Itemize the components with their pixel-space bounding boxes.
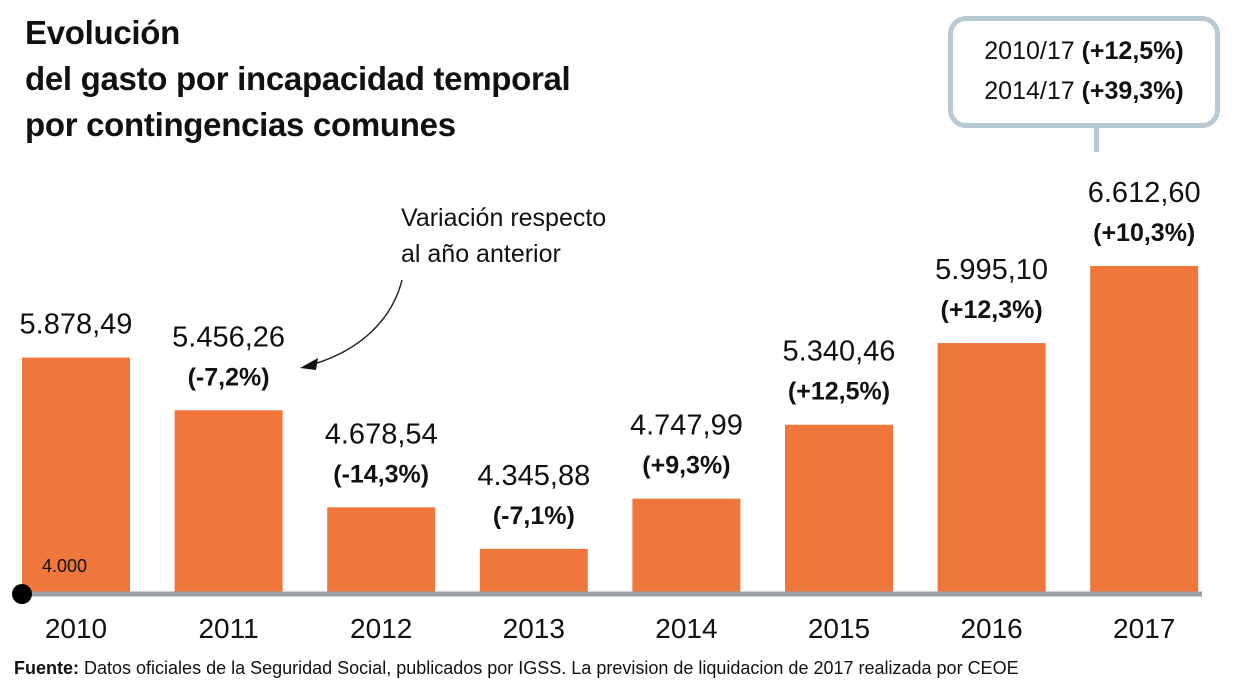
- callout-change-2: (+39,3%): [1081, 77, 1184, 105]
- bar-2015: [785, 424, 893, 592]
- bar-2016: [937, 343, 1046, 592]
- value-label-2014: 4.747,99: [630, 410, 743, 442]
- callout-period-1: 2010/17: [984, 37, 1075, 65]
- change-label-2011: (-7,2%): [188, 363, 270, 391]
- x-tick-label-2015: 2015: [808, 613, 870, 644]
- x-tick-label-2017: 2017: [1113, 613, 1175, 644]
- value-label-2017: 6.612,60: [1088, 177, 1201, 209]
- callout-line-1: 2010/17 (+12,5%): [953, 37, 1215, 66]
- annotation-line-1: Variación respecto: [401, 204, 607, 232]
- annotation-arrow-icon: [313, 279, 403, 365]
- value-label-2012: 4.678,54: [325, 418, 438, 450]
- axis-origin-dot: [12, 584, 32, 604]
- bar-2012: [327, 507, 436, 592]
- change-label-2014: (+9,3%): [642, 452, 730, 480]
- source-text: Datos oficiales de la Seguridad Social, …: [84, 658, 1019, 678]
- chart-title: Evolución del gasto por incapacidad temp…: [25, 10, 571, 148]
- value-label-2010: 5.878,49: [20, 309, 133, 341]
- change-label-2013: (-7,1%): [493, 502, 575, 530]
- variation-annotation: Variación respecto al año anterior: [401, 200, 606, 272]
- annotation-line-2: al año anterior: [401, 240, 561, 268]
- summary-callout: 2010/17 (+12,5%) 2014/17 (+39,3%): [948, 16, 1220, 128]
- x-tick-label-2012: 2012: [350, 613, 412, 644]
- value-label-2013: 4.345,88: [477, 460, 590, 492]
- callout-pointer: [1094, 128, 1099, 152]
- x-tick-label-2016: 2016: [960, 613, 1022, 644]
- change-label-2012: (-14,3%): [333, 460, 429, 488]
- baseline-value-label: 4.000: [42, 556, 87, 576]
- x-tick-label-2014: 2014: [655, 613, 717, 644]
- bar-2013: [479, 548, 588, 592]
- change-label-2017: (+10,3%): [1093, 219, 1195, 247]
- value-label-2016: 5.995,10: [935, 254, 1048, 286]
- x-tick-label-2011: 2011: [198, 613, 258, 644]
- title-line-1: Evolución: [25, 14, 180, 51]
- callout-period-2: 2014/17: [984, 77, 1075, 105]
- source-label: Fuente:: [14, 658, 79, 678]
- change-label-2016: (+12,3%): [941, 296, 1043, 324]
- source-note: Fuente: Datos oficiales de la Seguridad …: [14, 658, 1019, 679]
- bar-2011: [174, 410, 283, 592]
- change-label-2015: (+12,5%): [788, 378, 890, 406]
- x-tick-label-2013: 2013: [503, 613, 565, 644]
- callout-line-2: 2014/17 (+39,3%): [953, 77, 1215, 106]
- bar-2014: [632, 498, 741, 592]
- x-tick-label-2010: 2010: [45, 613, 107, 644]
- title-line-3: por contingencias comunes: [25, 106, 456, 143]
- value-label-2015: 5.340,46: [783, 336, 896, 368]
- value-label-2011: 5.456,26: [172, 321, 285, 353]
- title-line-2: del gasto por incapacidad temporal: [25, 60, 571, 97]
- callout-change-1: (+12,5%): [1081, 37, 1184, 65]
- bar-2010: [22, 357, 130, 592]
- bar-2017: [1090, 266, 1199, 592]
- arrowhead-icon: [300, 358, 318, 370]
